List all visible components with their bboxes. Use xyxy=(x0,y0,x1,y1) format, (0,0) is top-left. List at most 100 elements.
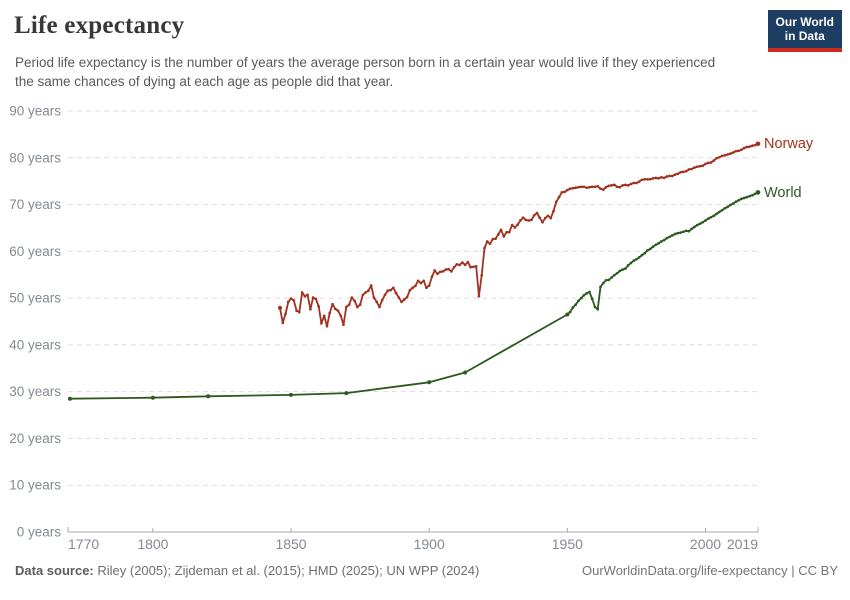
series-point[interactable] xyxy=(488,242,492,246)
series-point[interactable] xyxy=(643,177,647,181)
series-point[interactable] xyxy=(554,200,558,204)
series-point[interactable] xyxy=(414,284,417,288)
series-point[interactable] xyxy=(386,289,390,292)
series-point[interactable] xyxy=(306,293,309,297)
series-point[interactable] xyxy=(496,233,500,236)
series-point[interactable] xyxy=(331,302,334,306)
series-point[interactable] xyxy=(629,182,633,186)
series-point[interactable] xyxy=(430,275,434,278)
series-point[interactable] xyxy=(328,311,332,315)
series-point[interactable] xyxy=(364,291,367,294)
series-point[interactable] xyxy=(593,305,597,309)
series-point[interactable] xyxy=(701,220,705,224)
series-point[interactable] xyxy=(317,305,321,308)
series-point[interactable] xyxy=(618,269,622,273)
series-point[interactable] xyxy=(610,184,613,187)
series-point[interactable] xyxy=(659,240,663,243)
series-point[interactable] xyxy=(621,184,624,187)
series-point[interactable] xyxy=(657,242,660,245)
series-point[interactable] xyxy=(389,288,392,292)
owid-logo[interactable]: Our World in Data xyxy=(767,10,842,52)
series-point[interactable] xyxy=(469,265,472,269)
series-point[interactable] xyxy=(723,154,727,157)
series-point[interactable] xyxy=(309,307,312,311)
series-point[interactable] xyxy=(640,178,644,182)
series-point[interactable] xyxy=(748,145,752,148)
series-point[interactable] xyxy=(314,297,318,301)
series-point[interactable] xyxy=(626,264,630,267)
series-point[interactable] xyxy=(532,213,536,217)
series-line-world[interactable] xyxy=(69,191,759,400)
series-point[interactable] xyxy=(408,288,412,292)
series-point[interactable] xyxy=(679,170,682,174)
series-point[interactable] xyxy=(438,270,442,274)
series-point[interactable] xyxy=(449,270,453,273)
series-point[interactable] xyxy=(541,220,544,224)
series-point[interactable] xyxy=(742,196,746,200)
series-point[interactable] xyxy=(286,300,290,304)
series-point[interactable] xyxy=(731,202,735,205)
series-point[interactable] xyxy=(322,314,326,318)
series-point[interactable] xyxy=(745,145,749,149)
series-point[interactable] xyxy=(466,260,470,264)
series-point[interactable] xyxy=(350,296,354,299)
series-point[interactable] xyxy=(524,218,528,222)
series-point[interactable] xyxy=(695,223,699,227)
series-point[interactable] xyxy=(400,300,403,304)
series-point[interactable] xyxy=(546,214,550,218)
series-point[interactable] xyxy=(485,240,489,243)
series-point[interactable] xyxy=(419,281,423,285)
series-point[interactable] xyxy=(618,185,622,189)
series-point[interactable] xyxy=(698,222,702,226)
series-point[interactable] xyxy=(574,186,577,190)
series-point[interactable] xyxy=(676,172,680,176)
series-point[interactable] xyxy=(582,185,586,189)
series-point[interactable] xyxy=(637,180,641,183)
series-point[interactable] xyxy=(303,294,307,298)
series-point[interactable] xyxy=(729,203,732,207)
series-point[interactable] xyxy=(687,168,691,171)
series-point[interactable] xyxy=(668,235,671,239)
series-point[interactable] xyxy=(695,165,699,169)
series-point[interactable] xyxy=(590,297,594,301)
series-point[interactable] xyxy=(651,245,655,249)
series-point[interactable] xyxy=(577,185,580,189)
series-point[interactable] xyxy=(715,212,718,216)
series-point[interactable] xyxy=(682,230,685,234)
series-point[interactable] xyxy=(588,185,591,189)
series-point[interactable] xyxy=(391,286,395,290)
series-point[interactable] xyxy=(615,185,619,189)
series-point[interactable] xyxy=(607,184,611,188)
series-point[interactable] xyxy=(206,394,211,399)
series-point[interactable] xyxy=(612,183,616,187)
series-point[interactable] xyxy=(684,229,688,233)
series-point[interactable] xyxy=(427,380,432,385)
series-point[interactable] xyxy=(557,195,561,199)
series-point[interactable] xyxy=(585,186,589,190)
series-point[interactable] xyxy=(320,322,323,325)
series-point[interactable] xyxy=(444,268,448,271)
series-point[interactable] xyxy=(590,185,594,189)
series-point[interactable] xyxy=(726,205,729,209)
series-point[interactable] xyxy=(610,276,613,279)
series-point[interactable] xyxy=(662,238,666,242)
series-point[interactable] xyxy=(394,291,398,295)
series-point[interactable] xyxy=(607,278,611,282)
series-point[interactable] xyxy=(748,194,752,198)
series-point[interactable] xyxy=(538,216,542,220)
series-point[interactable] xyxy=(673,173,677,176)
series-point[interactable] xyxy=(344,391,349,396)
series-point[interactable] xyxy=(353,299,356,303)
series-point[interactable] xyxy=(463,370,468,375)
series-point[interactable] xyxy=(731,151,735,154)
series-point[interactable] xyxy=(665,175,669,178)
series-point[interactable] xyxy=(68,396,72,401)
series-point[interactable] xyxy=(375,300,379,304)
series-point[interactable] xyxy=(665,236,669,240)
series-point[interactable] xyxy=(358,303,362,307)
series-point[interactable] xyxy=(704,162,707,166)
series-point[interactable] xyxy=(530,218,533,222)
series-point[interactable] xyxy=(356,305,359,309)
series-point[interactable] xyxy=(712,214,716,218)
series-point[interactable] xyxy=(596,184,600,188)
